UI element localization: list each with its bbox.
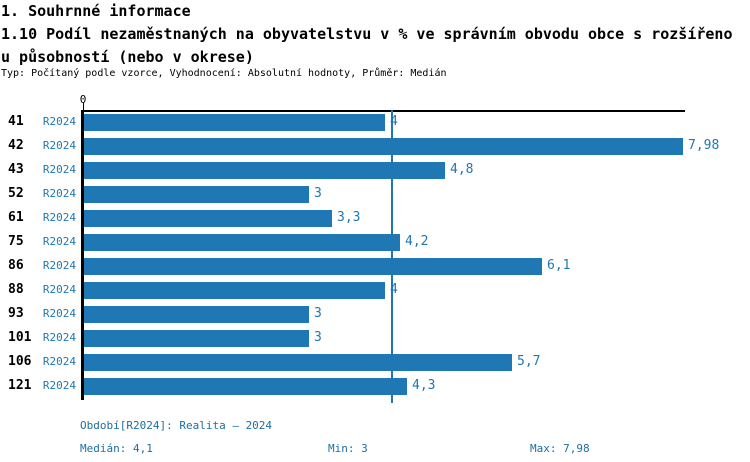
bar-value-label: 3 <box>314 186 322 201</box>
bar-value-label: 6,1 <box>547 258 571 273</box>
bar-value-label: 3 <box>314 306 322 321</box>
series-label: R2024 <box>42 139 76 152</box>
chart-row: 43 R2024 4,8 <box>0 158 750 182</box>
series-label: R2024 <box>42 283 76 296</box>
footer-min-label: Min: 3 <box>328 442 368 455</box>
series-label: R2024 <box>42 355 76 368</box>
bar <box>84 234 400 251</box>
x-axis-line <box>84 110 685 112</box>
category-label: 61 <box>8 210 24 225</box>
bar <box>84 306 309 323</box>
chart-row: 88 R2024 4 <box>0 278 750 302</box>
category-label: 88 <box>8 282 24 297</box>
bar-value-label: 4 <box>390 282 398 297</box>
chart-meta-line: Typ: Počítaný podle vzorce, Vyhodnocení:… <box>1 68 447 79</box>
series-label: R2024 <box>42 259 76 272</box>
bar-value-label: 7,98 <box>688 138 720 153</box>
series-label: R2024 <box>42 115 76 128</box>
bar <box>84 282 385 299</box>
category-label: 42 <box>8 138 24 153</box>
bar <box>84 162 445 179</box>
footer-max-label: Max: 7,98 <box>530 442 590 455</box>
chart-rows: 41 R2024 4 42 R2024 7,98 43 R2024 4,8 52… <box>0 110 750 398</box>
bar <box>84 258 542 275</box>
chart-row: 86 R2024 6,1 <box>0 254 750 278</box>
series-label: R2024 <box>42 163 76 176</box>
bar <box>84 114 385 131</box>
chart-row: 75 R2024 4,2 <box>0 230 750 254</box>
chart-plot-area: 0 41 R2024 4 42 R2024 7,98 43 R2024 4,8 … <box>0 92 750 412</box>
category-label: 75 <box>8 234 24 249</box>
series-label: R2024 <box>42 235 76 248</box>
chart-row: 61 R2024 3,3 <box>0 206 750 230</box>
chart-row: 52 R2024 3 <box>0 182 750 206</box>
median-reference-line <box>391 110 393 403</box>
series-label: R2024 <box>42 187 76 200</box>
series-label: R2024 <box>42 307 76 320</box>
category-label: 93 <box>8 306 24 321</box>
bar <box>84 210 332 227</box>
series-label: R2024 <box>42 379 76 392</box>
category-label: 121 <box>8 378 32 393</box>
chart-subtitle-line2: u působností (nebo v okrese) <box>1 48 254 66</box>
bar-value-label: 3,3 <box>337 210 361 225</box>
footer-median-label: Medián: 4,1 <box>80 442 153 455</box>
bar-value-label: 4 <box>390 114 398 129</box>
x-axis-tick-mark <box>83 103 84 110</box>
chart-row: 121 R2024 4,3 <box>0 374 750 398</box>
bar-value-label: 4,3 <box>412 378 436 393</box>
chart-row: 93 R2024 3 <box>0 302 750 326</box>
chart-row: 101 R2024 3 <box>0 326 750 350</box>
bar <box>84 378 407 395</box>
bar <box>84 186 309 203</box>
bar <box>84 330 309 347</box>
bar-value-label: 3 <box>314 330 322 345</box>
chart-row: 41 R2024 4 <box>0 110 750 134</box>
page-title: 1. Souhrnné informace <box>1 2 191 20</box>
category-label: 52 <box>8 186 24 201</box>
category-label: 86 <box>8 258 24 273</box>
bar <box>84 354 512 371</box>
bar-value-label: 4,8 <box>450 162 474 177</box>
bar-value-label: 4,2 <box>405 234 429 249</box>
bar <box>84 138 683 155</box>
chart-row: 106 R2024 5,7 <box>0 350 750 374</box>
chart-subtitle-line1: 1.10 Podíl nezaměstnaných na obyvatelstv… <box>1 25 733 43</box>
category-label: 43 <box>8 162 24 177</box>
category-label: 101 <box>8 330 32 345</box>
bar-value-label: 5,7 <box>517 354 541 369</box>
y-axis-line <box>81 110 84 400</box>
footer-period-label: Období[R2024]: Realita – 2024 <box>80 419 273 432</box>
category-label: 106 <box>8 354 32 369</box>
chart-row: 42 R2024 7,98 <box>0 134 750 158</box>
x-axis-tick-label-zero: 0 <box>79 93 87 106</box>
category-label: 41 <box>8 114 24 129</box>
series-label: R2024 <box>42 331 76 344</box>
series-label: R2024 <box>42 211 76 224</box>
